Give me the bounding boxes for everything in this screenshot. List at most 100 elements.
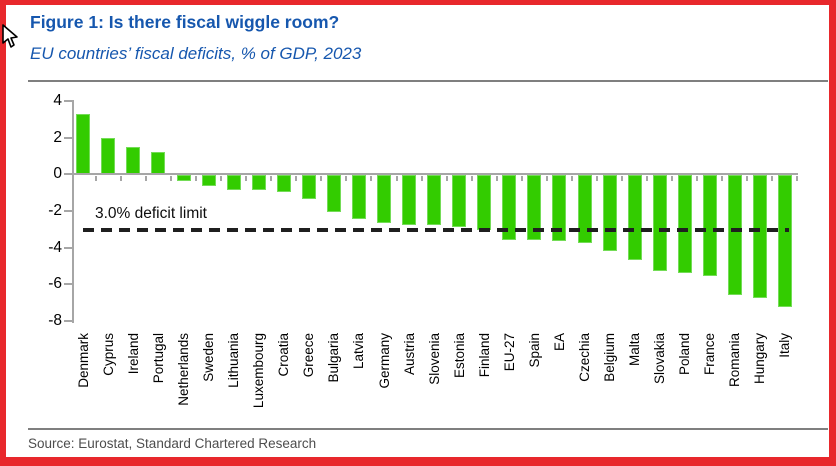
y-axis-tick-label: 0: [53, 165, 62, 183]
x-axis-tick: [195, 175, 198, 181]
y-axis-tick-label: -8: [48, 312, 62, 330]
bar-luxembourg: [251, 175, 266, 191]
x-axis-label-belgium: Belgium: [602, 333, 618, 382]
x-axis-tick: [220, 175, 223, 181]
x-axis-tick: [470, 175, 473, 181]
x-axis-label-croatia: Croatia: [276, 333, 292, 377]
x-axis-label-finland: Finland: [476, 333, 492, 378]
x-axis-tick: [245, 175, 248, 181]
y-axis-tick-label: -6: [48, 275, 62, 293]
bar-cyprus: [101, 137, 116, 175]
x-axis-tick: [94, 175, 97, 181]
deficit-limit-label: 3.0% deficit limit: [95, 205, 207, 222]
bar-netherlands: [176, 175, 191, 181]
figure-subtitle: EU countries’ fiscal deficits, % of GDP,…: [30, 44, 362, 63]
bar-ea: [552, 175, 567, 242]
bar-eu-27: [502, 175, 517, 240]
frame-border-right: [829, 0, 836, 466]
bar-france: [702, 175, 717, 277]
bar-belgium: [602, 175, 617, 251]
frame-border-bottom: [0, 457, 836, 466]
x-axis-tick: [520, 175, 523, 181]
y-axis-tick-label: 2: [53, 128, 62, 146]
bar-czechia: [577, 175, 592, 244]
x-axis-tick: [570, 175, 573, 181]
x-axis-label-italy: Italy: [777, 333, 793, 358]
y-axis-tick: [64, 210, 72, 213]
x-axis-label-greece: Greece: [301, 333, 317, 378]
figure-title: Figure 1: Is there fiscal wiggle room?: [30, 12, 340, 32]
x-axis-tick: [545, 175, 548, 181]
x-axis-tick: [746, 175, 749, 181]
source-note: Source: Eurostat, Standard Chartered Res…: [28, 436, 317, 451]
y-axis-tick: [64, 173, 72, 176]
x-axis-tick: [796, 175, 799, 181]
deficit-limit-dashed-line: [83, 227, 789, 232]
bar-ireland: [126, 146, 141, 175]
footer-divider: [28, 428, 828, 430]
bar-hungary: [752, 175, 767, 299]
x-axis-tick: [270, 175, 273, 181]
mouse-cursor-icon: [2, 24, 18, 48]
bar-lithuania: [226, 175, 241, 191]
x-axis-tick: [495, 175, 498, 181]
x-axis-tick: [370, 175, 373, 181]
x-axis-label-estonia: Estonia: [451, 333, 467, 379]
x-axis-label-france: France: [702, 333, 718, 376]
x-axis-tick: [445, 175, 448, 181]
x-axis-label-austria: Austria: [401, 333, 417, 376]
bar-bulgaria: [326, 175, 341, 213]
x-axis-label-ea: EA: [551, 333, 567, 352]
x-axis-label-bulgaria: Bulgaria: [326, 333, 342, 383]
y-axis-tick: [64, 136, 72, 139]
x-axis-label-eu-27: EU-27: [501, 333, 517, 372]
y-axis-tick: [64, 246, 72, 249]
y-axis-tick-label: -4: [48, 238, 62, 256]
y-axis-tick: [64, 100, 72, 103]
x-axis-label-denmark: Denmark: [75, 333, 91, 388]
bar-italy: [777, 175, 792, 308]
bar-poland: [677, 175, 692, 273]
x-axis-tick: [320, 175, 323, 181]
x-axis-label-spain: Spain: [526, 333, 542, 368]
x-axis-tick: [596, 175, 598, 181]
bar-portugal: [151, 152, 166, 175]
x-axis-label-netherlands: Netherlands: [176, 333, 192, 406]
bar-austria: [402, 175, 417, 225]
x-axis-tick: [646, 175, 649, 181]
x-axis-label-portugal: Portugal: [150, 333, 166, 384]
x-axis-label-romania: Romania: [727, 333, 743, 388]
x-axis-tick: [144, 175, 147, 181]
x-axis-label-lithuania: Lithuania: [226, 333, 242, 388]
x-axis-tick: [295, 175, 298, 181]
x-axis-tick: [395, 175, 398, 181]
bar-slovakia: [652, 175, 667, 271]
header-divider: [28, 80, 828, 82]
x-axis-label-poland: Poland: [677, 333, 693, 376]
bar-finland: [477, 175, 492, 231]
y-axis-tick-label: -2: [48, 202, 62, 220]
x-axis-tick: [345, 175, 348, 181]
y-axis-tick: [64, 320, 72, 323]
x-axis-label-cyprus: Cyprus: [100, 333, 116, 376]
bar-malta: [627, 175, 642, 260]
frame-border-top: [0, 0, 836, 5]
x-axis-label-slovenia: Slovenia: [426, 333, 442, 385]
x-axis-tick: [169, 175, 172, 181]
bar-germany: [377, 175, 392, 224]
x-axis-label-germany: Germany: [376, 333, 392, 389]
x-axis-tick: [119, 175, 122, 181]
x-axis-label-hungary: Hungary: [752, 333, 768, 385]
x-axis-label-ireland: Ireland: [125, 333, 141, 375]
y-axis-line: [72, 100, 74, 323]
x-axis-tick: [721, 175, 724, 181]
x-axis-tick: [420, 175, 423, 181]
bar-denmark: [76, 113, 91, 175]
x-axis-label-slovakia: Slovakia: [652, 333, 668, 385]
x-axis-label-czechia: Czechia: [577, 333, 592, 382]
x-axis-label-latvia: Latvia: [351, 333, 367, 370]
y-axis-tick: [64, 283, 72, 286]
bar-romania: [727, 175, 742, 295]
